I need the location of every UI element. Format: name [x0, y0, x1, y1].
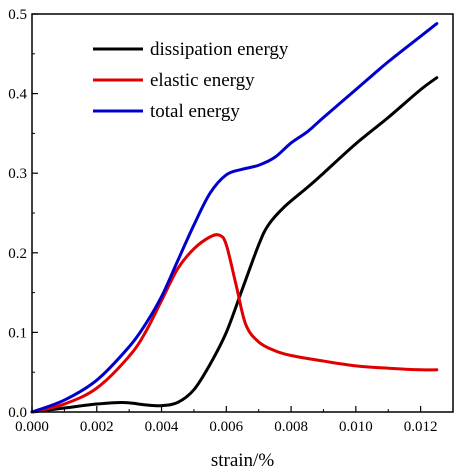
x-tick-label: 0.008: [274, 419, 308, 435]
series-line-3: [30, 22, 439, 414]
x-tick-label: 0.000: [15, 419, 49, 435]
series-line-1: [30, 76, 439, 414]
y-tick-label: 0.2: [8, 246, 27, 262]
y-tick-label: 0.0: [8, 405, 27, 421]
plot-area: [30, 22, 439, 414]
y-tick-label: 0.1: [8, 325, 27, 341]
y-tick-label: 0.4: [8, 87, 27, 103]
y-tick-label: 0.5: [8, 7, 27, 23]
legend-label-1: dissipation energy: [150, 39, 289, 60]
x-tick-label: 0.002: [80, 419, 114, 435]
axis-tick-labels: 0.000 0.002 0.004 0.006 0.008 0.010 0.012 0.0 0.…: [8, 7, 437, 435]
axis-ticks: [31, 13, 422, 413]
legend-label-2: elastic energy: [150, 70, 255, 91]
x-tick-label: 0.012: [404, 419, 438, 435]
x-tick-label: 0.010: [339, 419, 373, 435]
x-axis-title: strain/%: [211, 450, 274, 471]
y-tick-label: 0.3: [8, 166, 27, 182]
x-tick-label: 0.004: [145, 419, 179, 435]
legend-label-3: total energy: [150, 101, 240, 122]
series-line-2: [30, 233, 439, 414]
x-tick-label: 0.006: [209, 419, 243, 435]
legend: dissipation energy elastic energy total en…: [93, 39, 289, 122]
